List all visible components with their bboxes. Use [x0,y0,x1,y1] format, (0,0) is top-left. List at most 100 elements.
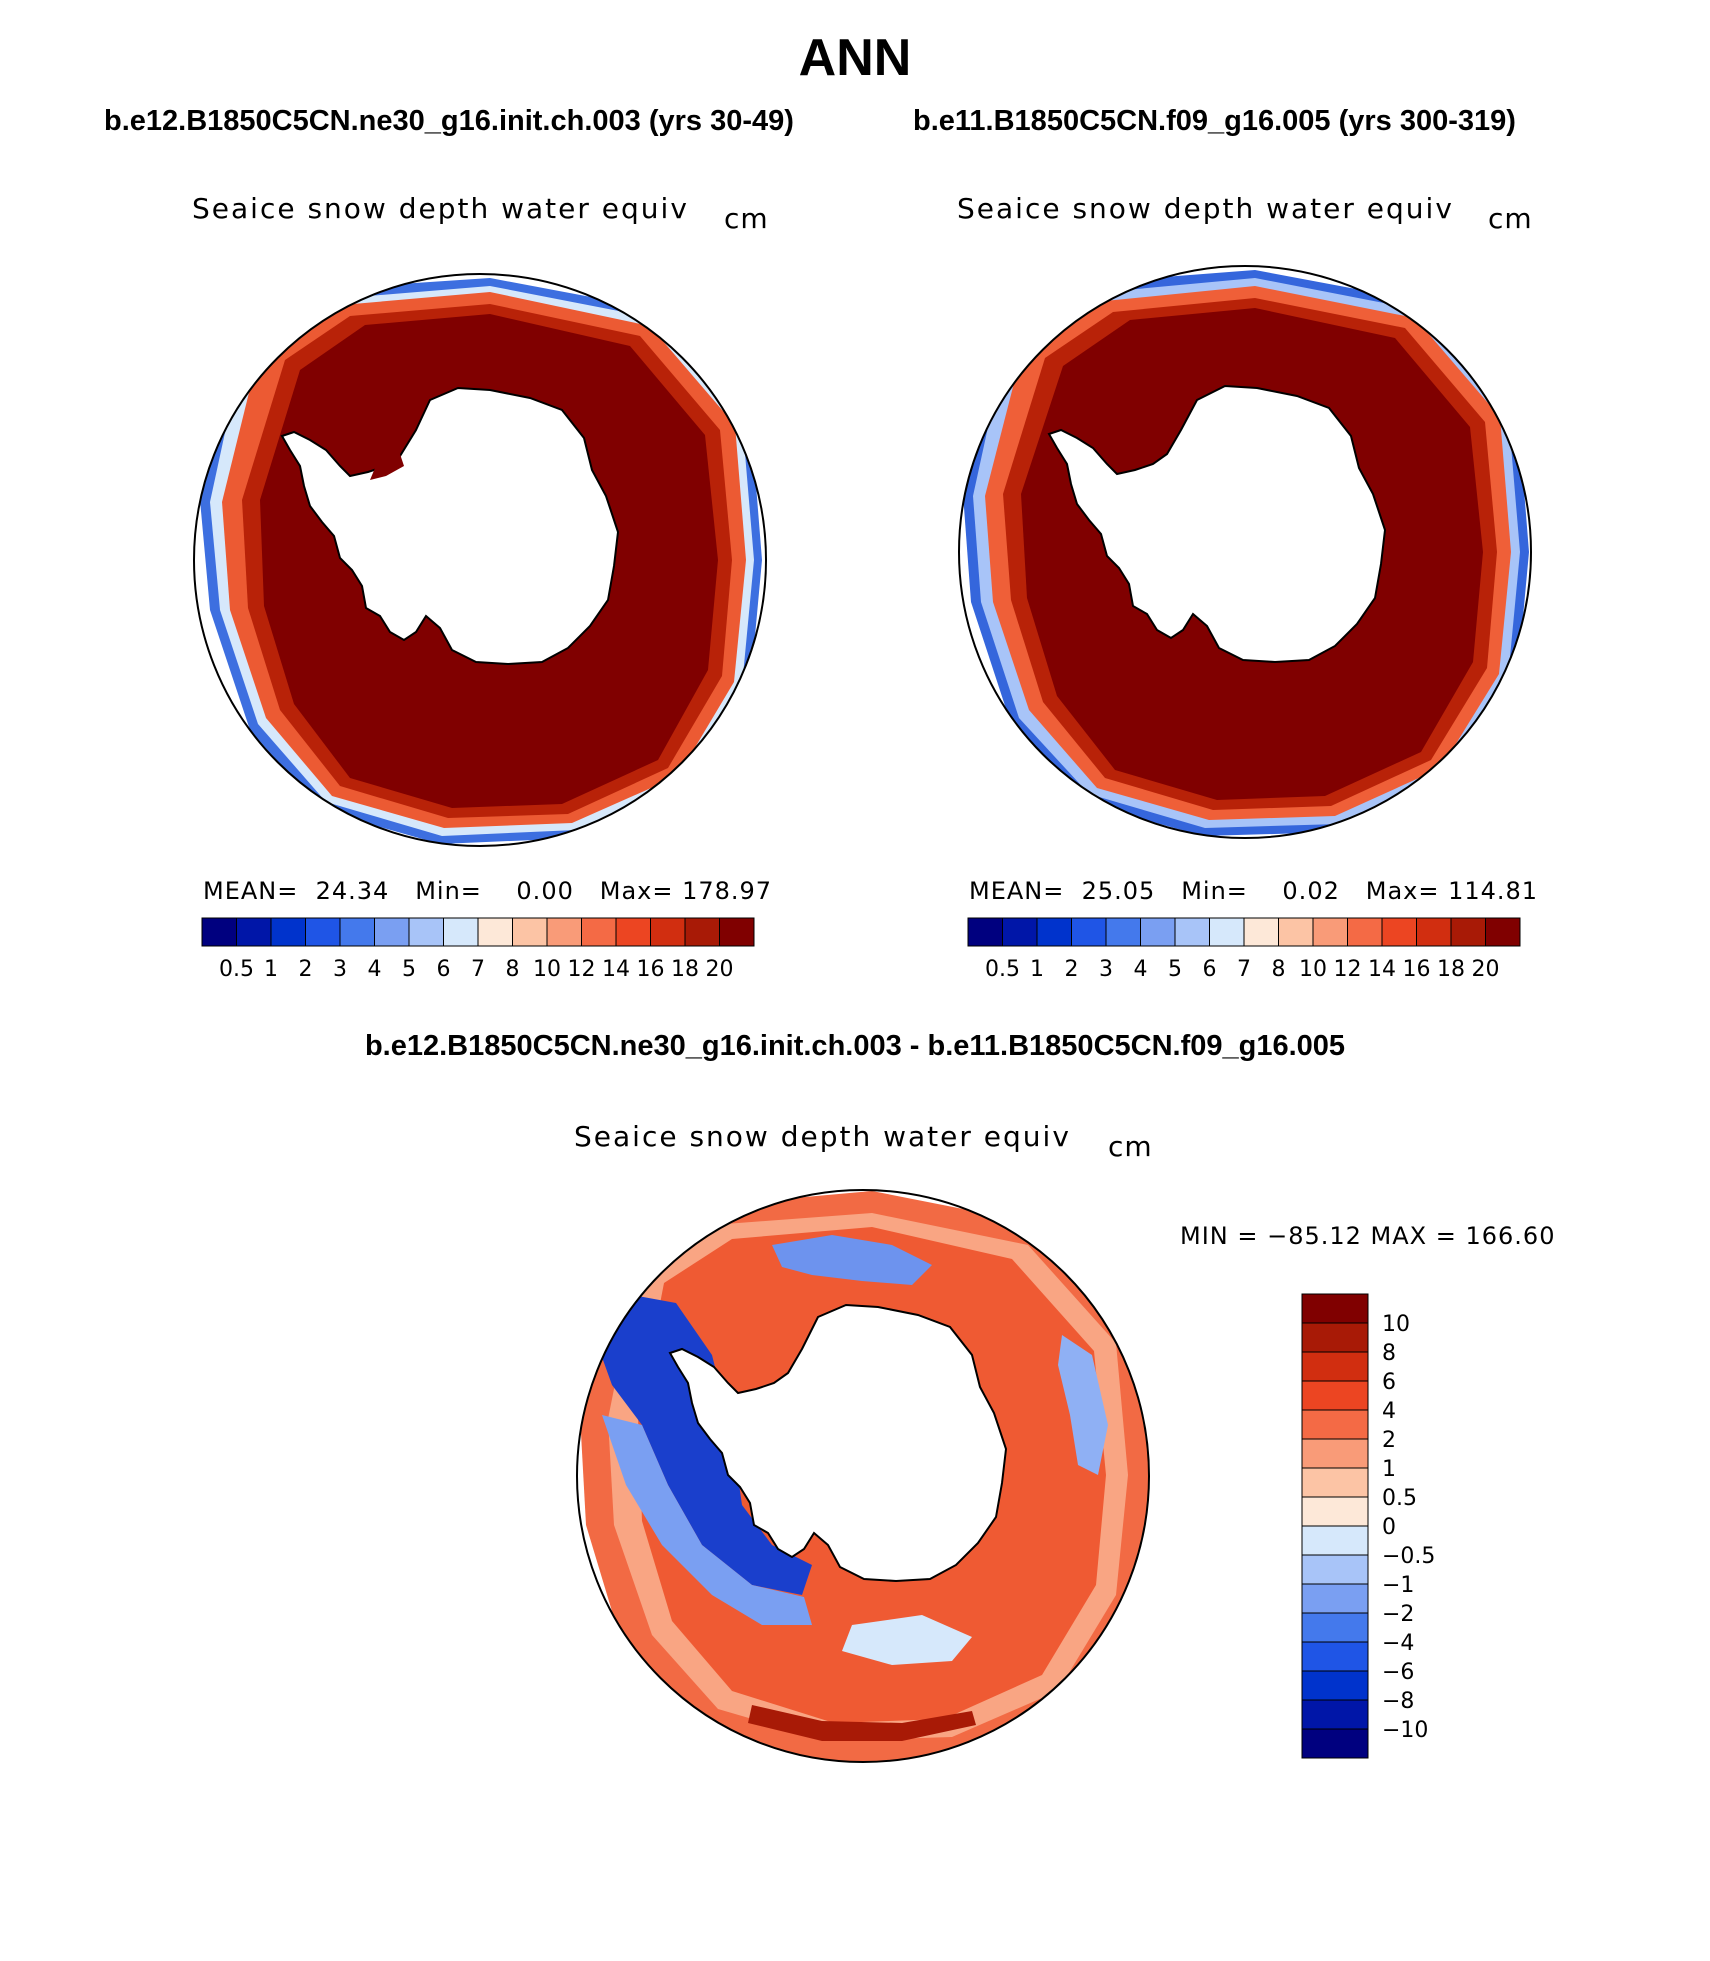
diff-colorbar-box [1301,1322,1369,1353]
diff-colorbar-box [1301,1583,1369,1614]
panel1-colorbar-box [615,917,651,947]
diff-colorbar-label: 2 [1382,1428,1396,1453]
diff-stats: MIN = −85.12 MAX = 166.60 [1180,1222,1556,1250]
diff-colorbar-box [1301,1554,1369,1585]
panel2-stats: MEAN= 25.05 Min= 0.02 Max= 114.81 [969,877,1539,905]
weddell-sea-ice [370,448,404,480]
panel1-colorbar-label: 12 [568,957,596,982]
diff-colorbar-label: −2 [1382,1602,1414,1627]
panel1-colorbar-box [719,917,755,947]
panel1-colorbar-label: 16 [637,957,665,982]
panel1-colorbar-label: 7 [471,957,485,982]
panel2-colorbar-box [1105,917,1141,947]
panel1-colorbar-box [650,917,686,947]
panel1-colorbar-label: 6 [437,957,451,982]
panel2-colorbar-label: 4 [1134,957,1148,982]
panel2-colorbar-box [1312,917,1348,947]
panel1-colorbar-box [270,917,306,947]
panel1-variable-title: Seaice snow depth water equiv [192,192,689,225]
panel2-colorbar-box [1450,917,1486,947]
panel2-colorbar-box [1036,917,1072,947]
antarctica-land [280,386,620,666]
diff-colorbar-label: 0 [1382,1515,1396,1540]
diff-colorbar-label: 1 [1382,1457,1396,1482]
diff-colorbar-box [1301,1525,1369,1556]
panel1-map [193,273,767,847]
panel2-colorbar-box [1416,917,1452,947]
panel2-colorbar-box [1485,917,1521,947]
diff-variable-title: Seaice snow depth water equiv [574,1120,1071,1153]
diff-colorbar-box [1301,1293,1369,1324]
panel2-colorbar-label: 14 [1368,957,1396,982]
panel2-colorbar-label: 10 [1299,957,1327,982]
panel2-colorbar-box [1347,917,1383,947]
diff-colorbar-box [1301,1496,1369,1527]
panel1-colorbar-label: 4 [368,957,382,982]
panel2-colorbar-box [967,917,1003,947]
panel1-colorbar-label: 1 [264,957,278,982]
diff-colorbar-box [1301,1670,1369,1701]
diff-colorbar-label: −10 [1382,1718,1428,1743]
panel2-colorbar-label: 6 [1203,957,1217,982]
panel2-colorbar-label: 8 [1272,957,1286,982]
diff-colorbar-label: 0.5 [1382,1486,1417,1511]
panel2-colorbar: 0.5 1 2 3 4 5 6 7 8 10 12 14 16 18 20 [967,917,1521,982]
panel1-colorbar-box [477,917,513,947]
panel2-colorbar-box [1071,917,1107,947]
diff-dark-south [748,1705,976,1741]
panel2-colorbar-label: 7 [1237,957,1251,982]
panel1-colorbar-label: 18 [671,957,699,982]
panel1-colorbar-label: 10 [533,957,561,982]
map-boundary [576,1189,1150,1763]
diff-colorbar-box [1301,1380,1369,1411]
panel1-colorbar-box [374,917,410,947]
panel1-stats: MEAN= 24.34 Min= 0.00 Max= 178.97 [203,877,773,905]
antarctica-land [1047,384,1387,664]
diff-blue-west [594,1295,812,1595]
panel2-colorbar-label: 18 [1437,957,1465,982]
panel2-colorbar-label: 2 [1065,957,1079,982]
panel1-colorbar-box [546,917,582,947]
diff-colorbar-label: −4 [1382,1631,1414,1656]
diff-colorbar: 10 8 6 4 2 1 0.5 0 −0.5 −1 −2 −4 −6 −8 −10 [1301,1293,1435,1759]
panel1-units: cm [724,202,769,235]
diff-blue-west-pale [602,1415,812,1625]
panel1-colorbar-label: 3 [333,957,347,982]
panel1-colorbar-box [581,917,617,947]
diff-colorbar-label: 4 [1382,1399,1396,1424]
panel2-colorbar-label: 1 [1030,957,1044,982]
panel1-colorbar-box [236,917,272,947]
diff-map [576,1189,1150,1763]
diff-title: b.e12.B1850C5CN.ne30_g16.init.ch.003 - b… [364,1030,1346,1062]
panel1-colorbar-box [684,917,720,947]
panel2-case-title: b.e11.B1850C5CN.f09_g16.005 (yrs 300-319… [913,105,1516,137]
diff-colorbar-box [1301,1641,1369,1672]
panel1-case-title: b.e12.B1850C5CN.ne30_g16.init.ch.003 (yr… [104,105,794,137]
panel1-colorbar-box [339,917,375,947]
panel1-colorbar-box [201,917,237,947]
panel2-colorbar-label: 16 [1403,957,1431,982]
panel2-colorbar-box [1140,917,1176,947]
panel1-colorbar-label: 0.5 [219,957,254,982]
diff-colorbar-box [1301,1699,1369,1730]
diff-colorbar-box [1301,1612,1369,1643]
panel2-colorbar-label: 20 [1472,957,1500,982]
panel2-colorbar-box [1381,917,1417,947]
panel1-colorbar-label: 5 [402,957,416,982]
panel1-colorbar-label: 2 [299,957,313,982]
diff-colorbar-label: 8 [1382,1341,1396,1366]
panel2-colorbar-box [1209,917,1245,947]
diff-colorbar-label: −6 [1382,1660,1414,1685]
panel2-colorbar-box [1278,917,1314,947]
diff-blue-east [1058,1335,1108,1475]
panel2-colorbar-box [1243,917,1279,947]
diff-colorbar-box [1301,1409,1369,1440]
panel2-colorbar-label: 5 [1168,957,1182,982]
panel2-colorbar-box [1174,917,1210,947]
diff-colorbar-box [1301,1467,1369,1498]
panel1-colorbar-label: 8 [506,957,520,982]
panel2-colorbar-box [1002,917,1038,947]
panel1-colorbar: 0.5 1 2 3 4 5 6 7 8 10 12 14 16 18 20 [201,917,755,982]
panel1-colorbar-box [443,917,479,947]
panel2-colorbar-label: 12 [1334,957,1362,982]
